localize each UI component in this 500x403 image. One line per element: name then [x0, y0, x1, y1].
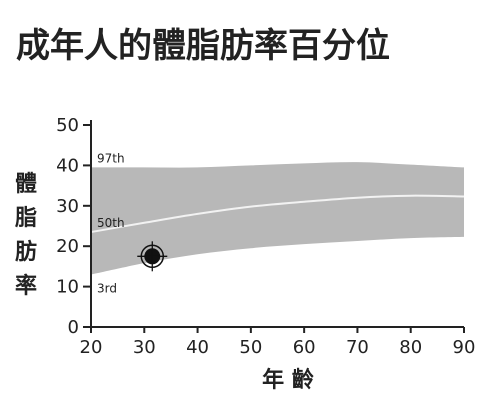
y-tick-label-10: 10 — [56, 277, 79, 298]
series-label-3rd: 3rd — [97, 281, 117, 295]
x-tick-label-20: 20 — [80, 337, 103, 358]
data-point-marker — [137, 241, 168, 272]
x-tick-label-80: 80 — [399, 337, 422, 358]
y-axis-title-char: 脂 — [15, 205, 37, 231]
y-axis-title-char: 體 — [15, 171, 37, 197]
y-tick-label-30: 30 — [56, 196, 79, 217]
percentile-band — [91, 162, 464, 275]
y-tick-label-20: 20 — [56, 236, 79, 257]
series-label-50th: 50th — [97, 216, 125, 230]
x-tick-label-50: 50 — [239, 337, 262, 358]
x-axis-title: 年 齡 — [262, 367, 314, 393]
y-axis-title-char: 率 — [15, 273, 37, 299]
x-tick-label-40: 40 — [186, 337, 209, 358]
x-tick-label-60: 60 — [293, 337, 316, 358]
plot-area: 97th 50th 3rd 0 10 20 30 40 50 20 30 40 50 60 70 80 90 — [56, 115, 475, 358]
series-line-50th — [90, 194, 465, 234]
y-tick-label-0: 0 — [68, 317, 79, 338]
y-axis-title: 體脂肪率 — [15, 171, 37, 299]
chart-title: 成年人的體脂肪率百分位 — [16, 26, 390, 66]
x-tick-label-30: 30 — [133, 337, 156, 358]
x-tick-label-70: 70 — [346, 337, 369, 358]
x-tick-label-90: 90 — [453, 337, 476, 358]
y-tick-label-50: 50 — [56, 115, 79, 136]
y-tick-label-40: 40 — [56, 155, 79, 176]
y-axis-title-char: 肪 — [15, 240, 37, 265]
series-label-97th: 97th — [97, 151, 125, 165]
